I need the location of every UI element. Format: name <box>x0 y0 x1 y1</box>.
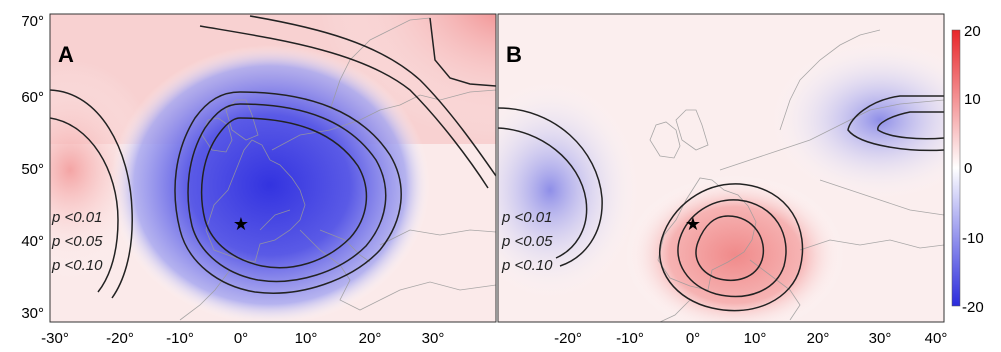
x-tick-label: -10° <box>166 330 194 347</box>
panel-a-significance-legend: p <0.01 p <0.05 p <0.10 <box>51 209 103 274</box>
y-tick-label: 50° <box>21 161 44 178</box>
x-tick-label: 30° <box>422 330 445 347</box>
x-tick-label: 20° <box>359 330 382 347</box>
x-tick-label: -30° <box>41 330 69 347</box>
panel-a: p <0.01 p <0.05 p <0.10 ★ A 70° 60° 50° … <box>21 13 497 347</box>
panel-a-contour-negative-inner <box>200 117 368 269</box>
panel-a-contour-negative-outer <box>174 91 402 294</box>
panel-a-contour-ne-3 <box>429 17 496 87</box>
panel-a-contours <box>50 15 496 299</box>
panel-a-contour-ne-1 <box>199 25 489 189</box>
panel-b-negative-anomaly-west <box>498 80 640 300</box>
panel-a-contour-ne-2 <box>249 15 496 177</box>
panel-a-coastlines <box>179 17 496 321</box>
colorbar-tick-label: 10 <box>964 91 981 108</box>
x-tick-label: 40° <box>925 330 948 347</box>
panel-b-frame <box>497 13 945 323</box>
panel-b-letter: B <box>506 42 522 67</box>
y-tick-label: 70° <box>21 13 44 30</box>
panel-a-contour-w-1 <box>50 117 119 293</box>
colorbar-ticks: 20 10 0 -10 -20 <box>962 23 984 316</box>
colorbar-tick-label: -20 <box>962 299 984 316</box>
panel-b-significance-label: p <0.01 <box>501 209 552 226</box>
panel-a-x-axis: -30° -20° -10° 0° 10° 20° 30° <box>41 330 444 347</box>
panel-b-contour-w-1 <box>498 127 588 259</box>
x-tick-label: 30° <box>869 330 892 347</box>
panel-b-contour-positive-mid <box>677 199 787 298</box>
colorbar-tick-label: 20 <box>964 23 981 40</box>
panel-a-star-icon: ★ <box>233 214 249 234</box>
panel-a-negative-anomaly <box>110 45 430 322</box>
y-tick-label: 40° <box>21 233 44 250</box>
panel-b-negative-anomaly-northeast <box>770 40 944 200</box>
panel-b-contour-w-2 <box>498 107 603 267</box>
panel-a-significance-label: p <0.05 <box>51 233 103 250</box>
panel-b-contour-positive-inner <box>695 215 765 281</box>
panel-b: p <0.01 p <0.05 p <0.10 ★ B -20° -10° 0°… <box>497 13 947 347</box>
panel-a-letter: A <box>58 42 74 67</box>
panel-a-contour-negative-mid <box>187 103 387 283</box>
x-tick-label: -20° <box>106 330 134 347</box>
colorbar-tick-label: -10 <box>962 230 984 247</box>
panel-a-significance-label: p <0.10 <box>51 257 103 274</box>
y-tick-label: 30° <box>21 305 44 322</box>
panel-b-significance-legend: p <0.01 p <0.05 p <0.10 <box>501 209 553 274</box>
panel-b-significance-label: p <0.10 <box>501 257 553 274</box>
colorbar-scale <box>951 29 961 307</box>
x-tick-label: -20° <box>554 330 582 347</box>
x-tick-label: 10° <box>744 330 767 347</box>
x-tick-label: 0° <box>234 330 248 347</box>
y-tick-label: 60° <box>21 89 44 106</box>
panel-b-star-icon: ★ <box>685 214 701 234</box>
colorbar: 20 10 0 -10 -20 <box>951 23 984 316</box>
panel-b-contour-positive-outer <box>659 183 804 312</box>
panel-a-frame <box>49 13 497 323</box>
x-tick-label: 0° <box>686 330 700 347</box>
x-tick-label: 20° <box>807 330 830 347</box>
panel-a-contour-w-2 <box>50 89 133 299</box>
panel-b-x-axis: -20° -10° 0° 10° 20° 30° 40° <box>554 330 947 347</box>
colorbar-tick-label: 0 <box>964 160 972 177</box>
panel-b-significance-label: p <0.05 <box>501 233 553 250</box>
panel-b-contours <box>498 95 944 312</box>
panel-b-contour-ne-2 <box>877 111 944 140</box>
x-tick-label: 10° <box>295 330 318 347</box>
panel-a-y-axis: 70° 60° 50° 40° 30° <box>21 13 44 322</box>
panel-b-contour-ne-1 <box>847 95 944 152</box>
x-tick-label: -10° <box>616 330 644 347</box>
panel-a-significance-label: p <0.01 <box>51 209 102 226</box>
